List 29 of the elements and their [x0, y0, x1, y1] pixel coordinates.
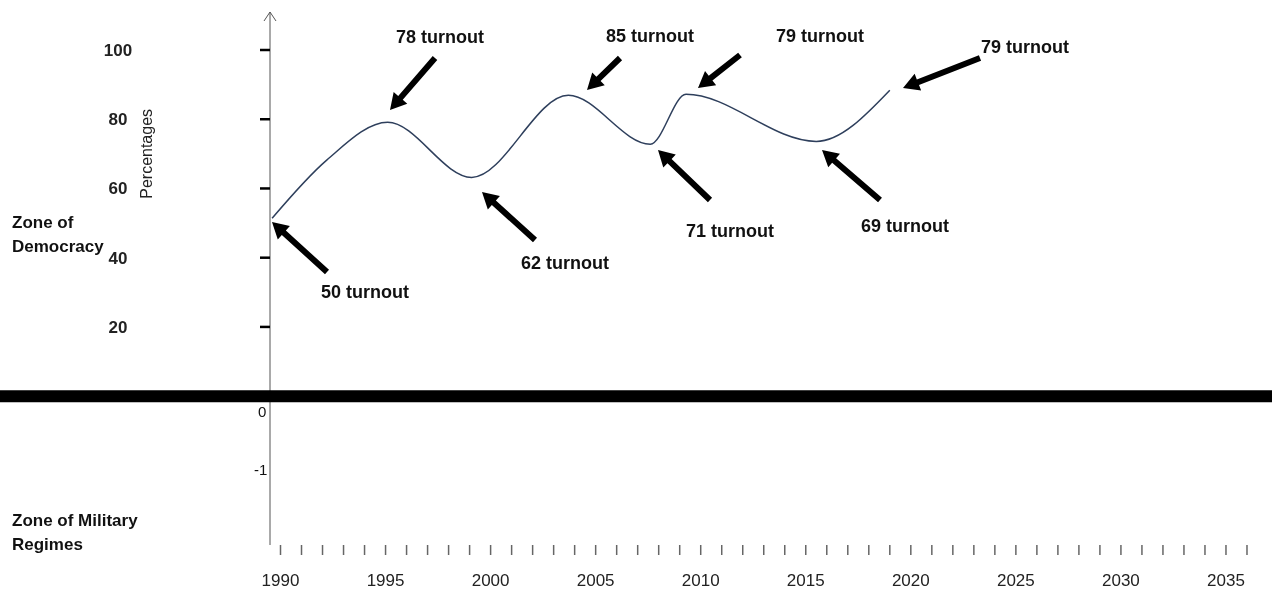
text: 0 — [258, 403, 267, 421]
x-tick-label: 2025 — [996, 570, 1035, 590]
y-axis-title: Percentages — [138, 108, 155, 199]
text: -1 — [254, 461, 268, 479]
annotation: 69 turnout — [861, 216, 949, 237]
annotation: 50 turnout — [321, 282, 409, 303]
x-tick-label: 1990 — [261, 570, 300, 590]
x-tick-label: 2030 — [1102, 570, 1140, 590]
annotation: 62 turnout — [521, 253, 609, 274]
y-tick-label: 20 — [108, 317, 128, 337]
annotation: 79 turnout — [981, 37, 1069, 58]
text: Zone of Military Regimes — [12, 510, 139, 554]
x-tick-label: 2020 — [891, 570, 930, 590]
y-tick-label: 60 — [108, 179, 128, 199]
text: 78 turnout — [396, 27, 484, 48]
text: 79 turnout — [776, 26, 864, 47]
line-series — [271, 89, 891, 219]
x-tick-label: 2015 — [786, 570, 825, 590]
x-tick-label: 2000 — [471, 570, 510, 590]
x-tick-label: 2010 — [681, 570, 720, 590]
x-tick-label: 2035 — [1207, 570, 1245, 590]
x-tick-label: 1995 — [366, 570, 405, 590]
x-tick-label: 2005 — [576, 570, 615, 590]
y-tick-label: 40 — [108, 248, 128, 268]
text: 85 turnout — [606, 26, 694, 47]
annotation: 71 turnout — [686, 221, 774, 242]
text: Zone of Democracy — [12, 212, 105, 256]
y-tick-label: 100 — [103, 40, 133, 60]
y-tick-label: 80 — [108, 110, 128, 130]
